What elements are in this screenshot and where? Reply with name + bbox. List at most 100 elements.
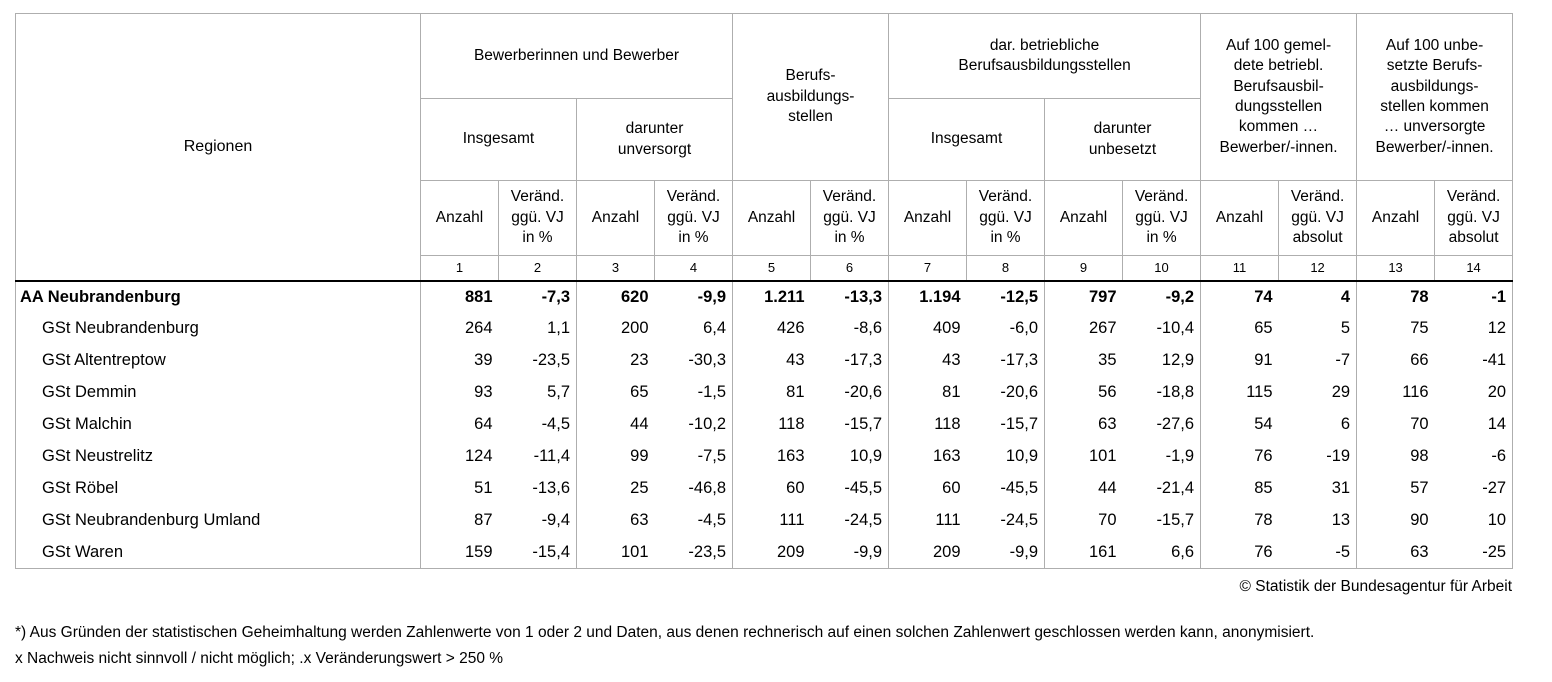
value-cell: -15,7 — [1000, 415, 1039, 433]
header-group-betriebliche-stellen: dar. betriebliche Berufsausbildungsstell… — [888, 13, 1202, 99]
header-group-auf100-gemeldete: Auf 100 gemel- dete betriebl. Berufsausb… — [1200, 13, 1358, 181]
value-cell: 13 — [1331, 511, 1351, 529]
value-cell: -6 — [1491, 447, 1507, 465]
copyright-notice: © Statistik der Bundesagentur für Arbeit — [1239, 578, 1512, 595]
value-cell: 63 — [576, 504, 655, 537]
value-cell: 12 — [1487, 319, 1507, 337]
header-sub-insgesamt-betrieblich: Insgesamt — [888, 98, 1046, 181]
value-cell: 54 — [1200, 408, 1279, 441]
col-number: 11 — [1200, 255, 1280, 282]
value-cell: -46,8 — [688, 479, 727, 497]
col-number: 8 — [966, 255, 1046, 282]
value-cell: -20,6 — [844, 383, 883, 401]
header-group-bewerber: Bewerberinnen und Bewerber — [419, 13, 734, 99]
table-row: GSt Demmin 93 5,7 65 -1,5 81 -20,6 81 -2… — [16, 376, 1513, 409]
table-body: AA Neubrandenburg 881 -7,3 620 -9,9 1.21… — [16, 280, 1513, 569]
value-cell: 91 — [1200, 344, 1279, 377]
value-cell: 115 — [1200, 376, 1279, 409]
value-cell: 209 — [888, 536, 967, 569]
value-cell: 5,7 — [547, 383, 570, 401]
value-cell: -7,3 — [541, 287, 570, 306]
value-cell: -27 — [1482, 479, 1507, 497]
value-cell: 161 — [1044, 536, 1123, 569]
header-anzahl: Anzahl — [1356, 180, 1436, 256]
header-group-berufsausbildungsstellen: Berufs- ausbildungs- stellen — [732, 13, 890, 181]
value-cell: 78 — [1200, 504, 1279, 537]
table-row: GSt Waren 159 -15,4 101 -23,5 209 -9,9 2… — [16, 536, 1513, 569]
value-cell: 60 — [732, 472, 811, 505]
value-cell: -24,5 — [844, 511, 883, 529]
value-cell: 118 — [888, 408, 967, 441]
value-cell: -18,8 — [1156, 383, 1195, 401]
header-veraend-prozent: Veränd. ggü. VJ in % — [653, 180, 734, 256]
value-cell: 35 — [1044, 344, 1123, 377]
col-number: 13 — [1356, 255, 1436, 282]
value-cell: 90 — [1356, 504, 1435, 537]
value-cell: 5 — [1340, 319, 1351, 337]
value-cell: -20,6 — [1000, 383, 1039, 401]
region-cell: GSt Malchin — [42, 415, 132, 433]
value-cell: 75 — [1356, 312, 1435, 345]
value-cell: 87 — [420, 504, 499, 537]
value-cell: 1.211 — [732, 280, 811, 313]
value-cell: -45,5 — [1000, 479, 1039, 497]
col-number: 7 — [888, 255, 968, 282]
value-cell: 10,9 — [1005, 447, 1039, 465]
region-cell: AA Neubrandenburg — [20, 287, 181, 306]
value-cell: -10,4 — [1156, 319, 1195, 337]
col-number: 1 — [420, 255, 499, 282]
table-row: GSt Neubrandenburg 264 1,1 200 6,4 426 -… — [16, 312, 1513, 345]
value-cell: 23 — [576, 344, 655, 377]
value-cell: 74 — [1200, 280, 1279, 313]
value-cell: 426 — [732, 312, 811, 345]
header-regionen: Regionen — [15, 13, 421, 282]
value-cell: 39 — [420, 344, 499, 377]
value-cell: 65 — [576, 376, 655, 409]
value-cell: -24,5 — [1000, 511, 1039, 529]
value-cell: 44 — [1044, 472, 1123, 505]
value-cell: 124 — [420, 440, 499, 473]
value-cell: 76 — [1200, 536, 1279, 569]
value-cell: 63 — [1356, 536, 1435, 569]
value-cell: 264 — [420, 312, 499, 345]
header-sub-darunter-unversorgt: darunter unversorgt — [575, 98, 734, 181]
header-veraend-absolut: Veränd. ggü. VJ absolut — [1434, 180, 1514, 256]
value-cell: -15,7 — [844, 415, 883, 433]
value-cell: 57 — [1356, 472, 1435, 505]
value-cell: -45,5 — [844, 479, 883, 497]
value-cell: 64 — [420, 408, 499, 441]
value-cell: 70 — [1356, 408, 1435, 441]
header-veraend-prozent: Veränd. ggü. VJ in % — [810, 180, 890, 256]
header-group-auf100-unbesetzte: Auf 100 unbe- setzte Berufs- ausbildungs… — [1356, 13, 1514, 181]
value-cell: 6,4 — [703, 319, 727, 337]
footnote-nachweis: x Nachweis nicht sinnvoll / nicht möglic… — [15, 649, 504, 667]
region-cell: GSt Neubrandenburg — [42, 319, 199, 337]
value-cell: 14 — [1487, 415, 1507, 433]
table-header: Regionen Bewerberinnen und Bewerber Beru… — [15, 13, 1514, 282]
footnote-anonymisierung: *) Aus Gründen der statistischen Geheimh… — [15, 624, 1315, 641]
value-cell: -8,6 — [853, 319, 883, 337]
value-cell: 797 — [1044, 280, 1123, 313]
value-cell: -9,9 — [697, 287, 727, 306]
col-number: 9 — [1044, 255, 1124, 282]
value-cell: 85 — [1200, 472, 1279, 505]
region-cell: GSt Neubrandenburg Umland — [42, 511, 261, 529]
value-cell: -41 — [1482, 351, 1507, 369]
value-cell: 118 — [732, 408, 811, 441]
value-cell: -5 — [1335, 542, 1351, 561]
value-cell: -27,6 — [1156, 415, 1195, 433]
header-veraend-absolut: Veränd. ggü. VJ absolut — [1278, 180, 1358, 256]
col-number: 12 — [1278, 255, 1358, 282]
value-cell: 43 — [732, 344, 811, 377]
value-cell: 267 — [1044, 312, 1123, 345]
value-cell: -1,5 — [697, 383, 727, 401]
value-cell: 111 — [732, 504, 811, 537]
value-cell: -21,4 — [1156, 479, 1195, 497]
header-anzahl: Anzahl — [732, 180, 812, 256]
value-cell: 70 — [1044, 504, 1123, 537]
value-cell: -9,2 — [1165, 287, 1195, 306]
value-cell: 56 — [1044, 376, 1123, 409]
value-cell: 44 — [576, 408, 655, 441]
value-cell: -4,5 — [697, 511, 727, 529]
